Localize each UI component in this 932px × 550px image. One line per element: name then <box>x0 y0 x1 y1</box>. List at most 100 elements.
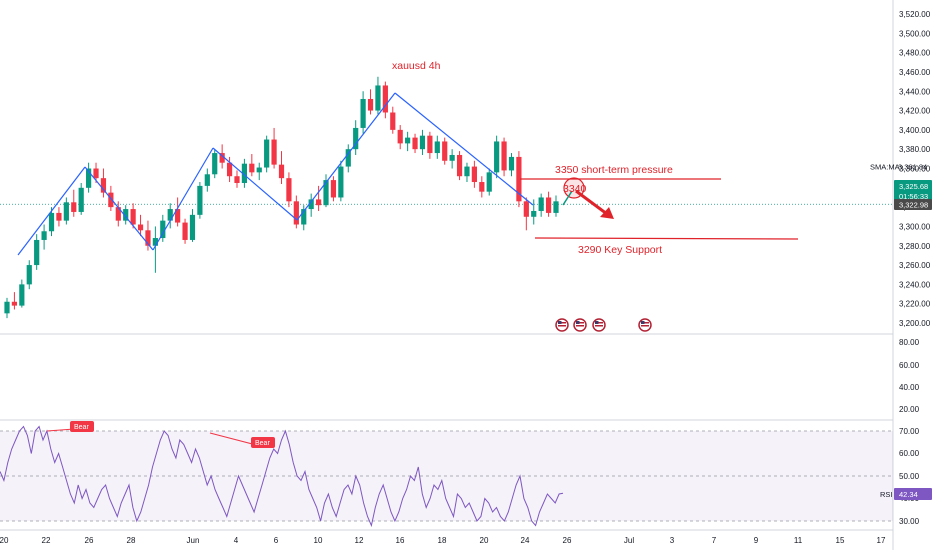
time-tick: 3 <box>670 536 675 545</box>
candle-body <box>108 192 114 208</box>
flag-stripe <box>641 325 649 327</box>
price-tick: 3,500.00 <box>899 29 931 38</box>
candle-body <box>160 220 166 239</box>
flag-stripe <box>558 322 566 324</box>
flag-stripe <box>558 325 566 327</box>
candle-body <box>71 202 77 212</box>
volume-tick: 80.00 <box>899 338 920 347</box>
rsi-tick: 30.00 <box>899 517 920 526</box>
candle-body <box>397 129 403 144</box>
flag-stripe <box>595 322 603 324</box>
us-flag-icon[interactable] <box>573 318 587 332</box>
rsi-tick: 70.00 <box>899 427 920 436</box>
time-tick: 9 <box>754 536 759 545</box>
candle-body <box>367 98 374 111</box>
us-flag-icon[interactable] <box>555 318 569 332</box>
bear-badge <box>70 421 94 432</box>
bar-countdown: 01:56:33 <box>899 192 928 201</box>
candle-body <box>123 209 129 221</box>
candle-body <box>494 141 500 173</box>
rsi-line <box>0 425 564 528</box>
time-tick: 6 <box>274 536 279 545</box>
candle-body <box>234 176 240 183</box>
candle-body <box>11 301 18 306</box>
candle-body <box>464 166 470 177</box>
candle-body <box>226 162 233 177</box>
candle-body <box>293 201 299 225</box>
time-tick: 20 <box>0 536 9 545</box>
price-tick: 3,260.00 <box>899 261 931 270</box>
candle-body <box>34 239 40 266</box>
support-line[interactable] <box>534 237 799 240</box>
time-tick: 28 <box>127 536 136 545</box>
candle-body <box>241 163 248 183</box>
candle-body <box>19 284 25 306</box>
rsi-label: RSI <box>880 490 893 499</box>
candle-body <box>338 166 344 198</box>
event-markers[interactable] <box>555 318 652 332</box>
candle-body <box>249 163 255 173</box>
time-tick: 15 <box>836 536 845 545</box>
candle-body <box>301 209 307 225</box>
candle-body <box>115 207 121 221</box>
down-arrow[interactable] <box>575 189 608 216</box>
candle-body <box>456 154 463 177</box>
candle-body <box>412 137 418 150</box>
time-tick: 11 <box>794 536 803 545</box>
time-tick: 24 <box>521 536 530 545</box>
price-tick: 3,480.00 <box>899 49 931 58</box>
candle-body <box>56 212 62 221</box>
bear-label: Bear <box>74 424 89 431</box>
rsi-tick: 50.00 <box>899 472 920 481</box>
candle-body <box>278 164 285 179</box>
candle-body <box>523 201 529 217</box>
candle-body <box>375 85 381 111</box>
candle-body <box>323 180 329 206</box>
chart-title: xauusd 4h <box>392 60 441 72</box>
candle-body <box>286 178 292 202</box>
drawings <box>17 92 799 256</box>
candle-body <box>405 137 411 144</box>
candle-body <box>204 174 210 186</box>
us-flag-icon[interactable] <box>592 318 606 332</box>
price-tick: 3,380.00 <box>899 145 931 154</box>
candle-body <box>152 238 158 246</box>
target-label: 3340 <box>563 183 587 195</box>
sma-value: 3,361.84 <box>898 163 927 172</box>
bear-badge <box>251 437 275 448</box>
prev-close-value: 3,322.98 <box>899 201 928 210</box>
candle-body <box>78 187 84 212</box>
candle-body <box>182 222 188 240</box>
flag-stripe <box>576 322 584 324</box>
candle-body <box>175 209 181 223</box>
flag-stripe <box>595 325 603 327</box>
candle-body <box>308 199 314 210</box>
price-axis: 3,520.00 3,500.00 3,480.00 3,460.00 3,440.00… <box>899 10 931 414</box>
last-price-value: 3,325.68 <box>899 182 928 191</box>
candle-body <box>264 139 270 168</box>
price-tick: 3,360.00 <box>899 165 931 174</box>
us-flag-icon[interactable] <box>638 318 652 332</box>
flag-canton <box>558 321 562 324</box>
candle-body <box>501 141 507 171</box>
time-tick: 12 <box>355 536 364 545</box>
time-tick: 16 <box>396 536 405 545</box>
volume-tick: 20.00 <box>899 405 920 414</box>
time-tick: 26 <box>85 536 94 545</box>
candle-body <box>48 212 55 232</box>
candle-body <box>353 127 359 150</box>
candle-body <box>471 166 477 183</box>
candle-body <box>167 209 173 221</box>
price-tick: 3,460.00 <box>899 68 931 77</box>
candle-body <box>63 202 69 221</box>
candle-body <box>4 301 10 314</box>
candle-body <box>100 178 107 193</box>
candle-body <box>508 156 515 171</box>
candle-body <box>212 153 218 175</box>
candle-body <box>419 135 426 150</box>
candle-body <box>189 214 196 240</box>
time-tick: 10 <box>314 536 323 545</box>
time-tick: 22 <box>42 536 51 545</box>
